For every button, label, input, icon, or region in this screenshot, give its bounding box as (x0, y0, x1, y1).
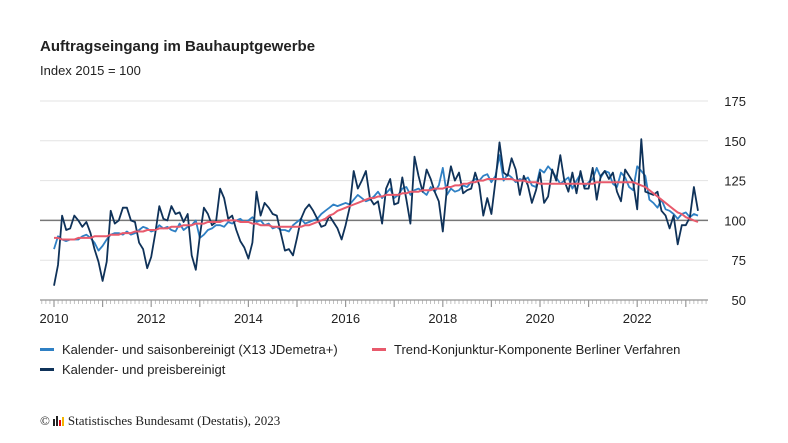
x-tick-label: 2014 (234, 311, 263, 326)
copyright-symbol: © (40, 413, 50, 428)
legend-swatch (372, 348, 386, 351)
series-line-2 (53, 138, 699, 286)
legend-swatch (40, 348, 54, 351)
legend-label: Kalender- und saisonbereinigt (X13 JDeme… (62, 342, 338, 357)
chart-title: Auftragseingang im Bauhauptgewerbe (40, 38, 316, 55)
x-tick-label: 2016 (331, 311, 360, 326)
legend-item-preisbereinigt: Kalender- und preisbereinigt (40, 362, 225, 377)
x-tick-label: 2012 (137, 311, 166, 326)
source-note: © Statistisches Bundesamt (Destatis), 20… (40, 413, 280, 429)
x-tick-label: 2022 (623, 311, 652, 326)
y-tick-label: 75 (732, 253, 746, 268)
legend-item-saisonbereinigt: Kalender- und saisonbereinigt (X13 JDeme… (40, 342, 338, 357)
y-tick-label: 175 (724, 94, 746, 109)
legend-item-trend: Trend-Konjunktur-Komponente Berliner Ver… (372, 342, 680, 357)
y-tick-label: 100 (724, 213, 746, 228)
legend-label: Trend-Konjunktur-Komponente Berliner Ver… (394, 342, 681, 357)
series-line-1 (54, 178, 699, 241)
y-tick-label: 50 (732, 293, 746, 308)
x-tick-label: 2010 (40, 311, 69, 326)
legend-swatch (40, 368, 54, 371)
y-tick-label: 125 (724, 174, 746, 189)
destatis-logo-icon (52, 416, 64, 426)
source-text: Statistisches Bundesamt (Destatis), 2023 (67, 413, 281, 428)
x-tick-label: 2018 (428, 311, 457, 326)
legend-label: Kalender- und preisbereinigt (62, 362, 226, 377)
x-tick-label: 2020 (526, 311, 555, 326)
chart-subtitle: Index 2015 = 100 (40, 63, 141, 78)
y-tick-label: 150 (724, 134, 746, 149)
